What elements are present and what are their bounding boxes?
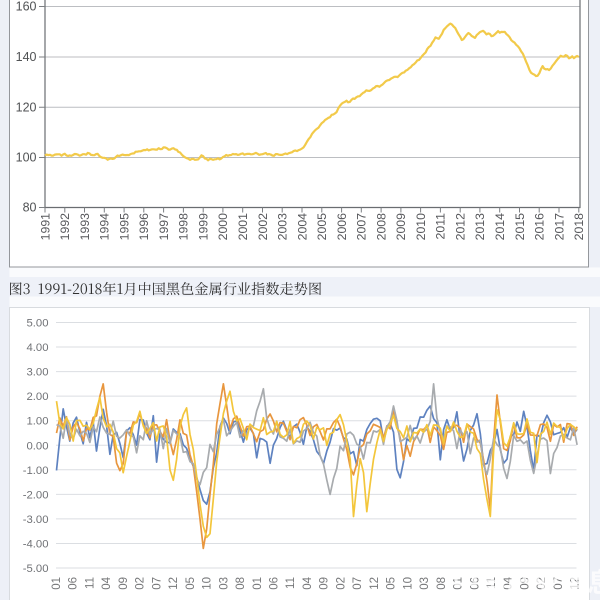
svg-text:08: 08 [235, 577, 247, 590]
svg-text:2007: 2007 [355, 213, 369, 241]
svg-text:09: 09 [118, 577, 130, 590]
svg-text:05: 05 [386, 577, 398, 590]
svg-text:1998: 1998 [177, 213, 191, 241]
svg-text:4.00: 4.00 [27, 342, 49, 354]
svg-text:01: 01 [51, 577, 63, 590]
svg-text:-2.00: -2.00 [23, 489, 49, 501]
svg-text:2004: 2004 [295, 213, 309, 241]
svg-text:-4.00: -4.00 [23, 538, 49, 550]
svg-text:2010: 2010 [414, 213, 428, 241]
svg-text:-1.00: -1.00 [23, 465, 49, 477]
svg-text:1992: 1992 [58, 213, 72, 241]
svg-text:2001: 2001 [236, 213, 250, 241]
svg-text:2014: 2014 [493, 213, 507, 241]
svg-text:1993: 1993 [78, 213, 92, 241]
svg-text:01: 01 [252, 577, 264, 590]
svg-text:03: 03 [218, 577, 230, 590]
svg-text:2011: 2011 [434, 213, 448, 240]
svg-text:1997: 1997 [157, 213, 171, 241]
svg-text:11: 11 [85, 577, 97, 589]
svg-text:100: 100 [16, 151, 37, 165]
svg-text:12: 12 [168, 577, 180, 590]
svg-text:12: 12 [369, 577, 381, 590]
svg-text:1996: 1996 [137, 213, 151, 241]
svg-text:1.00: 1.00 [27, 416, 49, 428]
svg-text:2003: 2003 [276, 213, 290, 241]
svg-text:160: 160 [16, 0, 37, 14]
svg-text:2002: 2002 [256, 213, 270, 241]
svg-text:2006: 2006 [335, 213, 349, 241]
svg-text:-5.00: -5.00 [23, 563, 49, 575]
svg-text:10: 10 [402, 577, 414, 590]
svg-text:1991: 1991 [38, 213, 52, 241]
svg-text:04: 04 [101, 576, 113, 589]
svg-text:120: 120 [16, 100, 37, 114]
svg-text:07: 07 [352, 577, 364, 590]
svg-text:2013: 2013 [473, 213, 487, 241]
svg-text:05: 05 [185, 577, 197, 590]
svg-text:09: 09 [319, 577, 331, 590]
svg-text:0.00: 0.00 [27, 440, 49, 452]
svg-text:1995: 1995 [117, 213, 131, 241]
svg-text:02: 02 [335, 577, 347, 590]
svg-text:04: 04 [302, 576, 314, 589]
svg-text:2000: 2000 [216, 213, 230, 241]
svg-text:1999: 1999 [197, 213, 211, 241]
svg-text:2.00: 2.00 [27, 391, 49, 403]
svg-text:10: 10 [202, 577, 214, 590]
svg-text:06: 06 [68, 577, 80, 590]
svg-text:2017: 2017 [552, 213, 566, 241]
svg-text:1994: 1994 [98, 213, 112, 241]
svg-text:5.00: 5.00 [27, 318, 49, 330]
svg-text:03: 03 [419, 577, 431, 590]
svg-text:80: 80 [23, 201, 37, 215]
svg-text:2009: 2009 [394, 213, 408, 241]
svg-text:140: 140 [16, 50, 37, 64]
svg-text:2015: 2015 [513, 213, 527, 241]
svg-text:2016: 2016 [533, 213, 547, 241]
svg-text:2012: 2012 [454, 213, 468, 241]
svg-text:3.00: 3.00 [27, 367, 49, 379]
svg-text:08: 08 [436, 577, 448, 590]
svg-text:2008: 2008 [374, 213, 388, 241]
svg-text:07: 07 [151, 577, 163, 590]
svg-text:2005: 2005 [315, 213, 329, 241]
svg-text:-3.00: -3.00 [23, 514, 49, 526]
svg-text:11: 11 [285, 577, 297, 589]
svg-text:02: 02 [135, 577, 147, 590]
svg-text:2018: 2018 [572, 213, 586, 241]
svg-text:06: 06 [269, 577, 281, 590]
